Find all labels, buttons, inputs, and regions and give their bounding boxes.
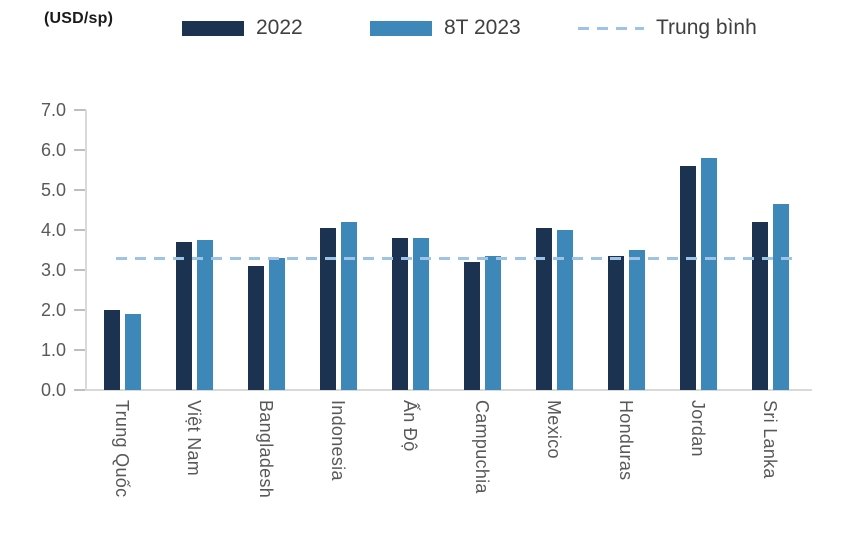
legend-item-2022: 2022 xyxy=(182,16,303,40)
y-tick-label-3.0: 3.0 xyxy=(40,260,66,280)
bar-8t-2023-indonesia xyxy=(340,222,357,390)
bar-2022-bangladesh xyxy=(247,266,264,390)
y-tick-mark xyxy=(74,229,86,231)
legend-swatch-8t-2023 xyxy=(370,20,432,36)
x-axis-label-campuchia: Campuchia xyxy=(472,400,492,494)
bar-2022-campuchia xyxy=(463,262,480,390)
bar-2022-trung-quoc xyxy=(103,310,120,390)
y-axis-line xyxy=(85,110,87,390)
bar-8t-2023-trung-quoc xyxy=(124,314,141,390)
bar-2022-viet-nam xyxy=(175,242,192,390)
average-line xyxy=(116,257,800,260)
y-tick-label-5.0: 5.0 xyxy=(40,180,66,200)
y-tick-mark xyxy=(74,269,86,271)
legend-item-trung-binh: Trung bình xyxy=(578,16,757,40)
x-axis-line xyxy=(85,389,812,391)
bar-2022-honduras xyxy=(607,256,624,390)
y-tick-mark xyxy=(74,389,86,391)
x-axis-label-bangladesh: Bangladesh xyxy=(256,400,276,499)
x-axis-label-viet-nam: Việt Nam xyxy=(184,400,204,477)
y-tick-mark xyxy=(74,109,86,111)
bar-8t-2023-campuchia xyxy=(484,256,501,390)
bar-8t-2023-an-o xyxy=(412,238,429,390)
bar-2022-an-o xyxy=(391,238,408,390)
bar-8t-2023-sri-lanka xyxy=(772,204,789,390)
legend-label-2022: 2022 xyxy=(256,16,303,39)
bar-2022-mexico xyxy=(535,228,552,390)
y-tick-mark xyxy=(74,189,86,191)
legend-label-8t-2023: 8T 2023 xyxy=(444,16,521,39)
y-tick-label-2.0: 2.0 xyxy=(40,300,66,320)
x-axis-label-jordan: Jordan xyxy=(688,400,708,457)
unit-label: (USD/sp) xyxy=(44,10,114,27)
bar-8t-2023-jordan xyxy=(700,158,717,390)
legend-dashed-line-swatch xyxy=(578,26,644,30)
x-axis-label-indonesia: Indonesia xyxy=(328,400,348,481)
bar-8t-2023-bangladesh xyxy=(268,258,285,390)
x-axis-label-sri-lanka: Sri Lanka xyxy=(760,400,780,479)
bar-2022-jordan xyxy=(679,166,696,390)
y-tick-mark xyxy=(74,309,86,311)
x-axis-label-trung-quoc: Trung Quốc xyxy=(112,400,132,498)
y-tick-label-6.0: 6.0 xyxy=(40,140,66,160)
bar-2022-indonesia xyxy=(319,228,336,390)
bar-8t-2023-honduras xyxy=(628,250,645,390)
y-tick-label-4.0: 4.0 xyxy=(40,220,66,240)
x-axis-label-honduras: Honduras xyxy=(616,400,636,481)
y-tick-mark xyxy=(74,149,86,151)
y-tick-label-0.0: 0.0 xyxy=(40,380,66,400)
bar-8t-2023-viet-nam xyxy=(196,240,213,390)
y-tick-label-1.0: 1.0 xyxy=(40,340,66,360)
legend-label-trung-binh: Trung bình xyxy=(656,16,757,39)
y-tick-label-7.0: 7.0 xyxy=(40,100,66,120)
y-tick-mark xyxy=(74,349,86,351)
bar-2022-sri-lanka xyxy=(751,222,768,390)
x-axis-label-mexico: Mexico xyxy=(544,400,564,459)
legend-swatch-2022 xyxy=(182,20,244,36)
x-axis-label-an-o: Ấn Độ xyxy=(400,400,420,452)
bar-8t-2023-mexico xyxy=(556,230,573,390)
legend-item-8t-2023: 8T 2023 xyxy=(370,16,521,40)
